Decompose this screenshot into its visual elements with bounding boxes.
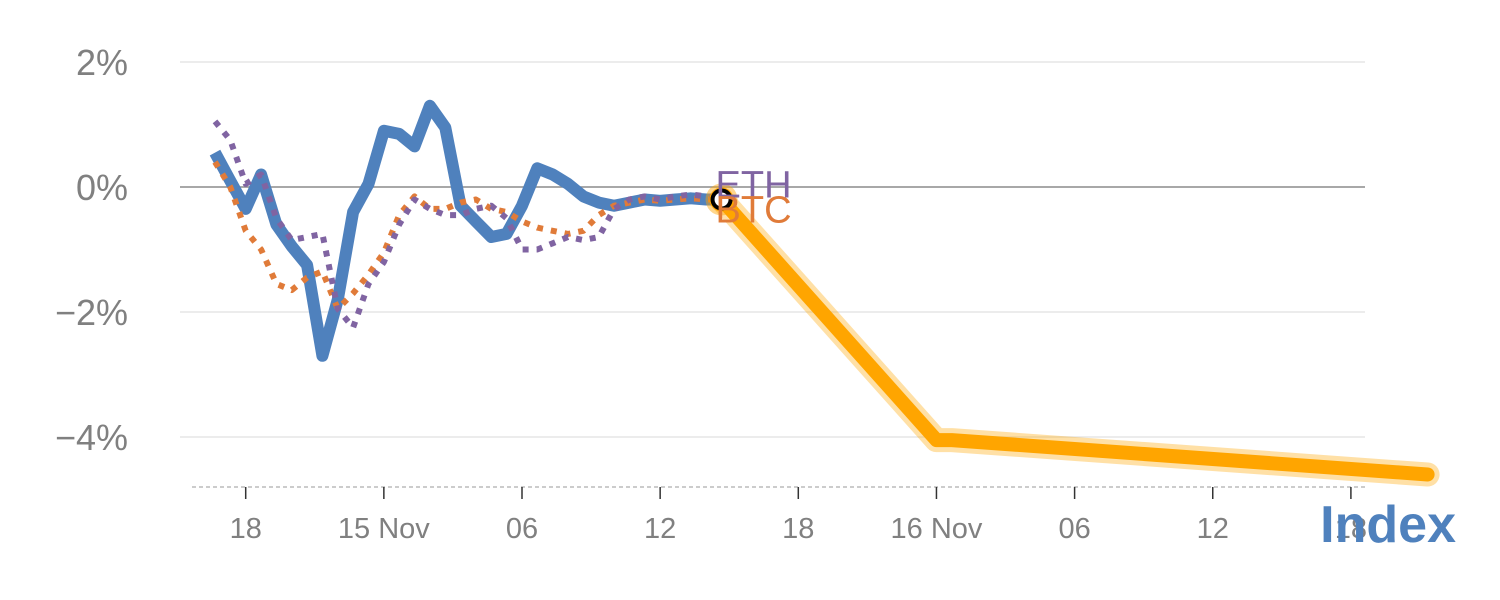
x-tick-label: 12 bbox=[1197, 513, 1229, 545]
x-tick-label: 18 bbox=[1335, 513, 1367, 545]
chart-title: Index bbox=[1320, 496, 1456, 554]
x-tick-label: 15 Nov bbox=[338, 513, 430, 545]
btc-series-label: BTC bbox=[716, 190, 792, 232]
series-forecast-glow bbox=[709, 187, 1440, 487]
y-tick-label: −2% bbox=[55, 292, 128, 333]
current-marker-dot bbox=[710, 188, 733, 211]
x-tick-label: 12 bbox=[644, 513, 676, 545]
y-tick-label: 2% bbox=[76, 42, 128, 83]
series-group bbox=[209, 99, 1440, 487]
x-tick-label: 06 bbox=[1058, 513, 1090, 545]
series-forecast-line bbox=[714, 192, 1435, 482]
x-axis: 18 15 Nov 06 12 18 16 Nov 06 12 18 bbox=[230, 487, 1367, 545]
eth-series-label: ETH bbox=[716, 165, 792, 207]
x-tick-label: 18 bbox=[782, 513, 814, 545]
y-tick-label: 0% bbox=[76, 167, 128, 208]
series-index-line bbox=[209, 99, 722, 362]
gridlines bbox=[180, 61, 1365, 438]
x-tick-label: 06 bbox=[506, 513, 538, 545]
y-axis: 2% 0% −2% −4% bbox=[55, 42, 128, 458]
x-tick-label: 18 bbox=[230, 513, 262, 545]
series-eth-line bbox=[212, 119, 722, 331]
y-tick-label: −4% bbox=[55, 417, 128, 458]
x-tick-label: 16 Nov bbox=[891, 513, 983, 545]
